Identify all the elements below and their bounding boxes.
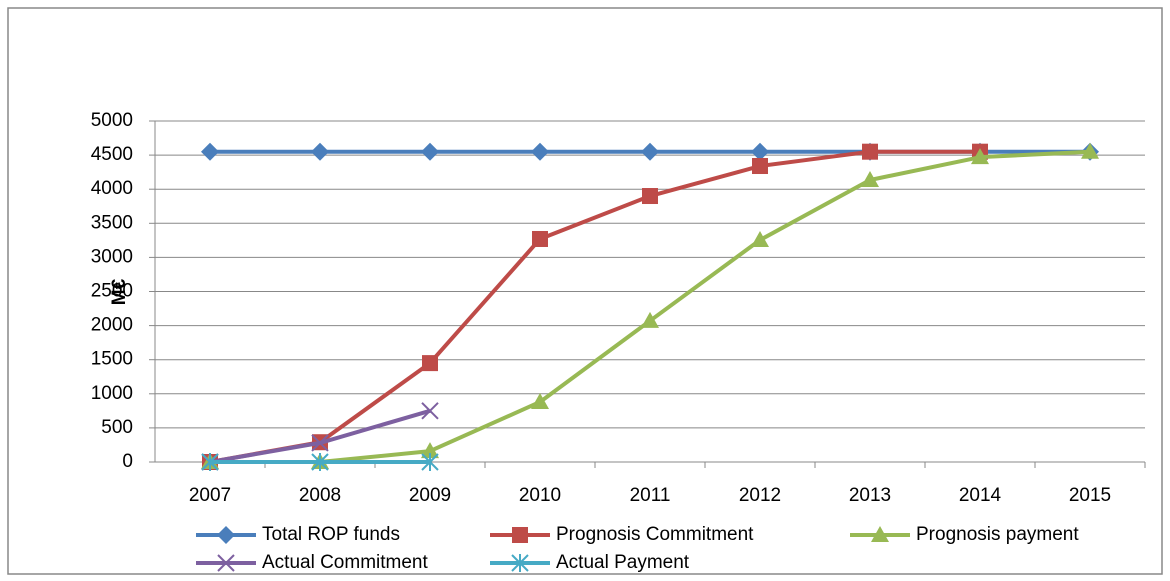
data-point <box>861 170 879 187</box>
y-tick-label: 4000 <box>91 178 133 199</box>
y-tick-label: 2500 <box>91 281 133 302</box>
legend-marker <box>511 554 529 572</box>
legend-label: Total ROP funds <box>262 524 400 545</box>
legend-label: Prognosis payment <box>916 524 1079 545</box>
data-point <box>421 442 439 459</box>
x-tick-label: 2011 <box>630 485 671 506</box>
x-tick-label: 2015 <box>1069 485 1111 506</box>
legend-label: Actual Commitment <box>262 552 428 573</box>
data-point <box>531 142 549 161</box>
data-point <box>422 355 438 372</box>
legend-marker <box>871 526 889 542</box>
data-point <box>201 142 219 161</box>
x-tick-label: 2013 <box>849 485 891 506</box>
data-point <box>642 188 658 205</box>
data-point <box>1081 142 1099 159</box>
y-tick-label: 1500 <box>91 349 133 370</box>
x-tick-label: 2010 <box>519 485 561 506</box>
legend-marker <box>217 554 235 572</box>
data-point <box>311 434 329 452</box>
y-tick-label: 3000 <box>91 246 133 267</box>
data-point <box>531 392 549 409</box>
y-tick-label: 1000 <box>91 383 133 404</box>
x-tick-label: 2007 <box>189 485 231 506</box>
data-point <box>201 453 219 471</box>
x-tick-label: 2008 <box>299 485 341 506</box>
data-point <box>641 311 659 328</box>
legend-marker <box>512 527 528 543</box>
x-tick-label: 2009 <box>409 485 451 506</box>
data-point <box>421 402 439 420</box>
data-point <box>421 142 439 161</box>
series-line <box>209 149 980 464</box>
legend-marker <box>217 526 235 544</box>
y-tick-label: 0 <box>122 451 133 472</box>
data-point <box>532 230 548 247</box>
y-tick-label: 4500 <box>91 144 133 165</box>
data-point <box>641 142 659 161</box>
y-tick-label: 500 <box>101 417 133 438</box>
y-tick-label: 3500 <box>91 212 133 233</box>
data-point <box>751 142 769 161</box>
data-point <box>971 148 989 165</box>
data-point <box>311 142 329 161</box>
data-point <box>751 231 769 248</box>
data-point <box>421 453 439 471</box>
data-point <box>311 453 329 471</box>
x-tick-label: 2014 <box>959 485 1002 506</box>
x-tick-label: 2012 <box>739 485 781 506</box>
y-tick-label: 5000 <box>91 110 133 131</box>
data-point <box>862 143 878 160</box>
data-point <box>752 158 768 175</box>
y-tick-label: 2000 <box>91 315 133 336</box>
legend-label: Actual Payment <box>556 552 690 573</box>
legend-label: Prognosis Commitment <box>556 524 754 545</box>
y-axis-label: M€ <box>109 278 130 305</box>
